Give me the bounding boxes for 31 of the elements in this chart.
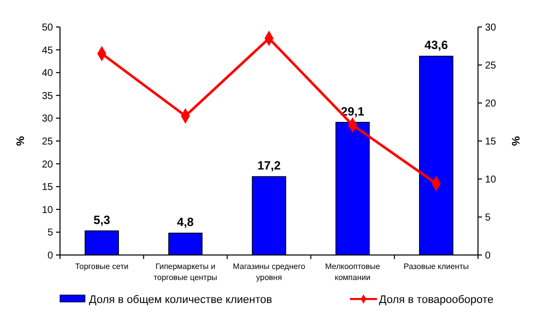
y2-tick-label: 20 xyxy=(485,98,497,110)
data-label: 43,6 xyxy=(424,38,448,52)
y-tick-label: 20 xyxy=(42,159,54,170)
data-label: 4,8 xyxy=(177,215,194,230)
y-tick-label: 10 xyxy=(42,204,54,216)
legend-label: Доля в товарообороте xyxy=(379,294,494,306)
y2-tick-label: 30 xyxy=(485,22,497,34)
y2-tick-label: 5 xyxy=(485,212,491,224)
data-label: 17,2 xyxy=(257,158,281,173)
y-tick-label: 5 xyxy=(47,228,54,239)
data-label: 5,3 xyxy=(93,212,110,227)
x-tick-label: Разовые клиенты xyxy=(404,262,470,271)
x-tick-label: Магазины среднего уровня xyxy=(232,262,306,282)
y-tick-label: 30 xyxy=(42,114,54,125)
y-axis-title: % xyxy=(15,136,27,146)
y2-tick-label: 25 xyxy=(485,60,497,72)
y-tick-label: 15 xyxy=(42,182,54,194)
legend-label: Доля в общем количестве клиентов xyxy=(89,294,272,306)
y-tick-label: 40 xyxy=(42,68,54,80)
y2-tick-label: 15 xyxy=(485,136,497,148)
x-tick-label: Мелкооптовые компании xyxy=(325,262,381,282)
y-tick-label: 35 xyxy=(42,90,54,102)
y2-axis-title: % xyxy=(509,136,521,146)
y2-tick-label: 10 xyxy=(485,174,497,186)
y-tick-label: 45 xyxy=(42,45,54,56)
y2-tick-label: 0 xyxy=(485,250,491,262)
x-tick-label: Торговые сети xyxy=(75,262,128,271)
y-tick-label: 0 xyxy=(47,250,54,262)
y-tick-label: 25 xyxy=(42,136,54,148)
x-tick-label: Гипермаркеты и торговые центры xyxy=(154,262,218,282)
y-tick-label: 50 xyxy=(42,22,54,34)
